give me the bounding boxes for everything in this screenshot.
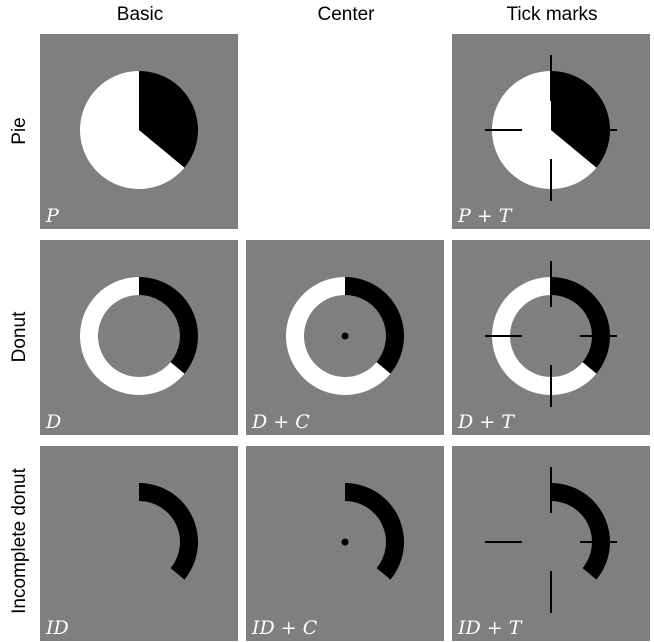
pie-slice-dark: [139, 71, 198, 168]
donut-arc-dark: [139, 483, 198, 580]
pie-slice-dark: [551, 71, 610, 168]
center-dot: [341, 332, 349, 340]
donut-arc-dark: [139, 277, 198, 374]
column-header-center: Center: [317, 4, 375, 25]
pie-slice-light: [492, 71, 597, 189]
incomplete-donut-graphic: [341, 483, 404, 580]
panel-label: P: [46, 205, 59, 227]
panel-label: ID: [46, 617, 69, 639]
column-header-tick-marks: Tick marks: [506, 4, 598, 25]
donut-arc-dark: [345, 483, 404, 580]
panel-label: D: [46, 411, 62, 433]
panel-label: ID + C: [252, 617, 318, 639]
panel-pie-basic: P: [40, 34, 238, 229]
panel-label: D + C: [252, 411, 310, 433]
row-header-pie: Pie: [9, 117, 30, 145]
pie-chart-graphic: [80, 71, 198, 189]
donut-chart-graphic: [485, 261, 617, 407]
panel-pie-center-empty: [246, 34, 444, 229]
column-header-basic: Basic: [116, 4, 164, 25]
panel-donut-basic: D: [40, 240, 238, 435]
panel-label: D + T: [458, 411, 514, 433]
panel-incomplete-donut-basic: ID: [40, 446, 238, 641]
panel-label: P + T: [458, 205, 512, 227]
incomplete-donut-graphic: [485, 467, 617, 613]
donut-arc-light: [286, 277, 391, 395]
panel-label: ID + T: [458, 617, 522, 639]
panel-donut-center: D + C: [246, 240, 444, 435]
panel-pie-tick-marks: P + T: [452, 34, 650, 229]
panel-donut-tick-marks: D + T: [452, 240, 650, 435]
donut-arc-light: [80, 277, 185, 395]
donut-chart-graphic: [80, 277, 198, 395]
pie-slice-light: [80, 71, 185, 189]
panel-incomplete-donut-center: ID + C: [246, 446, 444, 641]
donut-arc-dark: [551, 483, 610, 580]
empty-graphic: [246, 34, 444, 229]
row-header-donut: Donut: [9, 311, 30, 363]
donut-chart-graphic: [286, 277, 404, 395]
donut-arc-light: [492, 277, 597, 395]
donut-arc-dark: [345, 277, 404, 374]
center-dot: [341, 538, 349, 546]
row-header-incomplete-donut: Incomplete donut: [9, 468, 30, 614]
panel-incomplete-donut-tick-marks: ID + T: [452, 446, 650, 641]
incomplete-donut-graphic: [139, 483, 198, 580]
pie-chart-graphic: [485, 55, 617, 201]
donut-arc-dark: [551, 277, 610, 374]
